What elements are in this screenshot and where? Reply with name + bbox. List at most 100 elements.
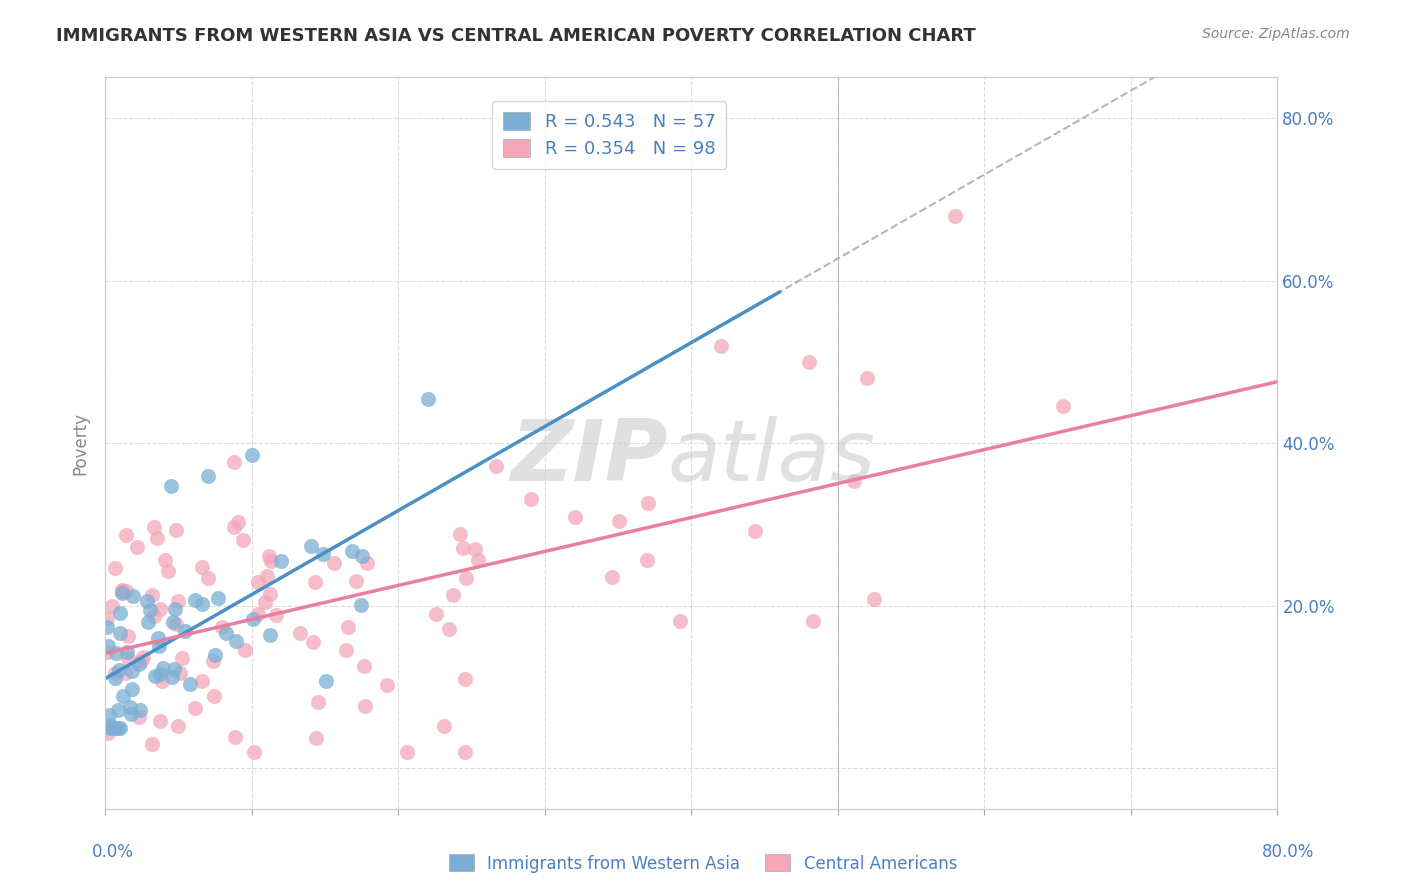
Point [264,608,287,623]
Point [98,721,121,735]
Point [375,678,398,692]
Point [202,689,225,703]
Point [115,644,138,658]
Point [110,586,132,600]
Point [312,547,335,561]
Legend: R = 0.543   N = 57, R = 0.354   N = 98: R = 0.543 N = 57, R = 0.354 N = 98 [492,101,727,169]
Point [162,615,184,629]
Point [111,583,134,598]
Point [98,717,121,731]
Point [143,669,166,683]
Point [197,571,219,585]
Point [433,719,456,733]
Point [121,665,143,679]
Point [467,553,489,567]
Point [121,589,143,603]
Point [863,591,886,606]
Point [202,654,225,668]
Point [315,673,337,688]
Point [135,593,157,607]
Point [449,527,471,541]
Point [259,628,281,642]
Point [165,523,187,537]
Point [243,745,266,759]
Point [128,702,150,716]
Point [240,449,263,463]
Point [668,614,690,628]
Point [710,339,733,353]
Point [160,479,183,493]
Point [143,608,166,623]
Point [204,648,226,663]
Point [101,721,124,735]
Point [111,583,134,598]
Point [160,670,183,684]
Point [943,209,966,223]
Point [260,554,283,568]
Point [184,701,207,715]
Point [120,700,142,714]
Point [453,745,475,759]
Point [637,496,659,510]
Point [340,544,363,558]
Point [139,603,162,617]
Point [350,549,373,563]
Point [232,533,254,547]
Point [299,539,322,553]
Point [211,620,233,634]
Point [115,528,138,542]
Point [453,541,475,556]
Point [256,568,278,582]
Point [132,650,155,665]
Point [600,570,623,584]
Point [302,634,325,648]
Point [464,542,486,557]
Point [152,674,174,689]
Point [520,491,543,506]
Point [197,468,219,483]
Point [356,556,378,570]
Point [145,531,167,545]
Point [485,459,508,474]
Point [104,561,127,575]
Point [173,624,195,639]
Point [96,620,118,634]
Point [242,612,264,626]
Point [305,731,328,745]
Point [103,721,125,735]
Point [114,584,136,599]
Point [165,617,187,632]
Point [97,725,120,739]
Point [270,554,292,568]
Point [222,455,245,469]
Y-axis label: Poverty: Poverty [72,412,89,475]
Point [224,730,246,744]
Legend: Immigrants from Western Asia, Central Americans: Immigrants from Western Asia, Central Am… [443,847,963,880]
Point [108,606,131,620]
Point [307,695,329,709]
Point [108,626,131,640]
Text: IMMIGRANTS FROM WESTERN ASIA VS CENTRAL AMERICAN POVERTY CORRELATION CHART: IMMIGRANTS FROM WESTERN ASIA VS CENTRAL … [56,27,976,45]
Point [149,602,172,616]
Point [215,626,238,640]
Point [97,707,120,722]
Point [856,371,879,385]
Point [157,564,180,578]
Point [607,514,630,528]
Point [100,599,122,613]
Point [190,597,212,611]
Point [96,645,118,659]
Point [290,626,312,640]
Point [143,520,166,534]
Point [441,588,464,602]
Point [141,588,163,602]
Point [114,666,136,681]
Point [801,614,824,628]
Point [149,714,172,728]
Point [425,607,447,621]
Point [179,676,201,690]
Point [257,549,280,563]
Point [454,672,477,686]
Point [1052,399,1074,413]
Point [120,706,142,721]
